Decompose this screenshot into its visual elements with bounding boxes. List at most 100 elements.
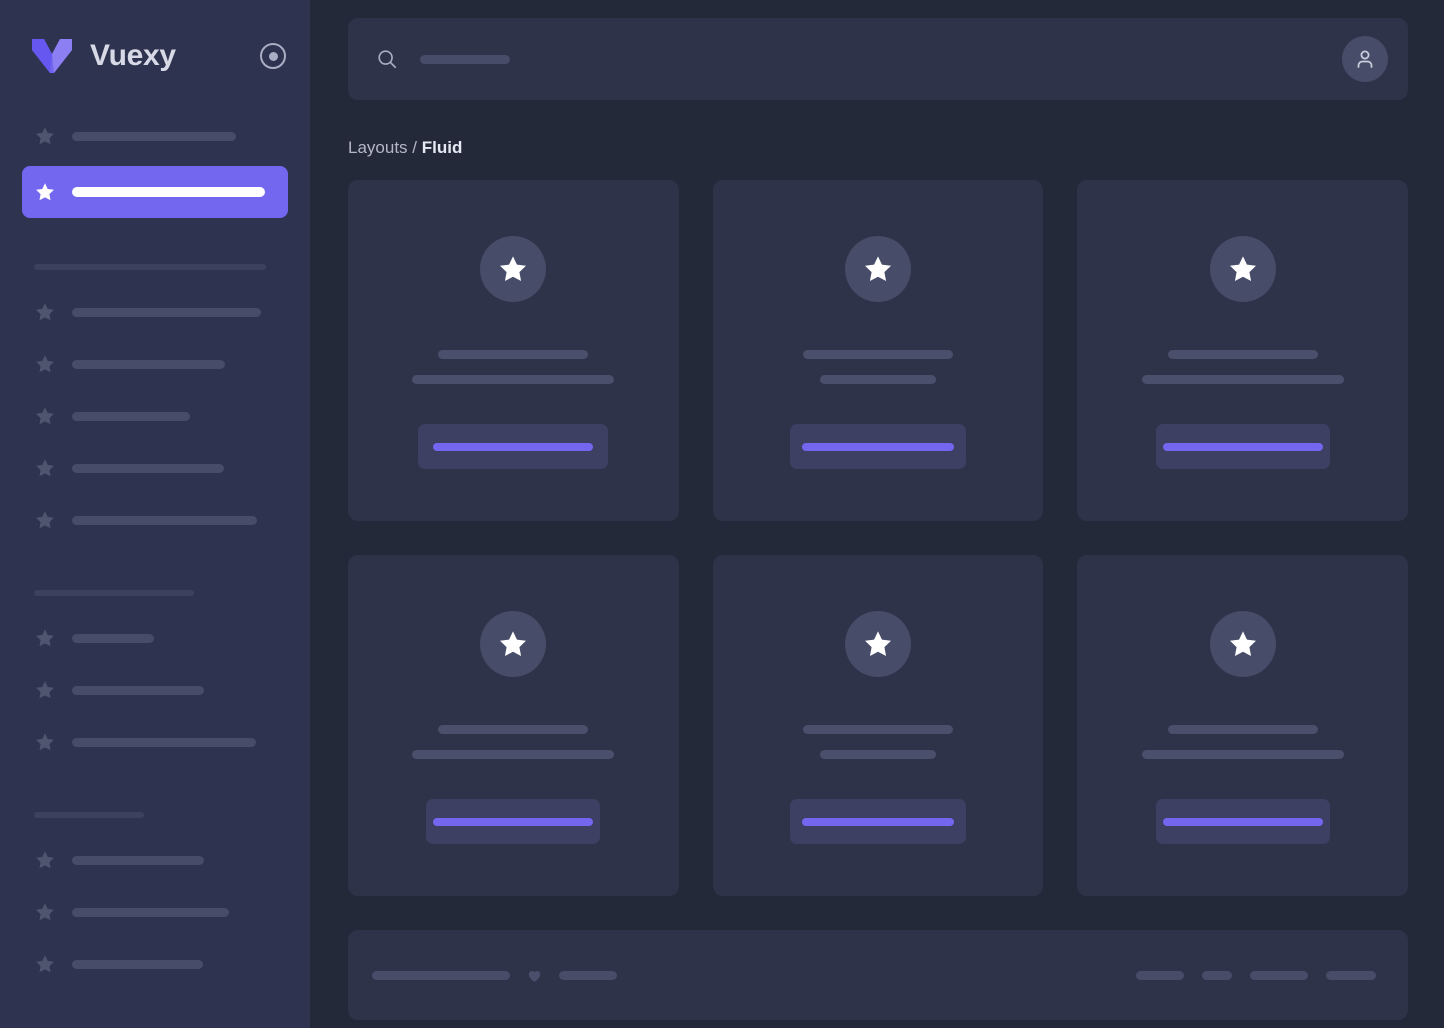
card-5[interactable]	[712, 555, 1044, 896]
card-avatar	[844, 236, 911, 302]
star-icon	[34, 509, 56, 531]
card-button-label-skeleton	[1162, 442, 1323, 451]
card-avatar	[1209, 236, 1276, 302]
card-action-button[interactable]	[789, 424, 966, 469]
sidebar-item-label-skeleton	[72, 515, 257, 525]
star-icon	[34, 405, 56, 427]
card-title-skeleton	[802, 350, 953, 359]
star-icon	[34, 181, 56, 203]
sidebar-item-3[interactable]	[22, 286, 288, 338]
card-title-skeleton	[438, 725, 589, 734]
star-icon	[34, 627, 56, 649]
sidebar-group-header-skeleton	[34, 590, 194, 596]
pin-dot	[268, 51, 278, 61]
card-6[interactable]	[1077, 555, 1408, 896]
card-subtitle-skeleton	[1141, 750, 1344, 759]
sidebar-item-11[interactable]	[22, 834, 288, 886]
circle-dot-pin-icon[interactable]	[260, 43, 286, 69]
star-icon	[34, 353, 56, 375]
star-icon	[34, 125, 56, 147]
brand-name: Vuexy	[90, 39, 176, 72]
card-button-label-skeleton	[1162, 817, 1323, 826]
star-icon	[862, 253, 894, 285]
card-avatar	[1209, 611, 1276, 677]
sidebar-item-label-skeleton	[72, 685, 204, 695]
sidebar-group-3	[0, 590, 310, 768]
breadcrumb-parent[interactable]: Layouts	[348, 138, 408, 157]
star-icon	[497, 628, 529, 660]
card-text-skeleton	[348, 350, 679, 384]
star-icon	[34, 849, 56, 871]
card-action-button[interactable]	[418, 424, 609, 469]
star-icon	[34, 901, 56, 923]
sidebar-group-header-skeleton	[34, 264, 266, 270]
footer-link-skeleton[interactable]	[1326, 970, 1376, 980]
sidebar-item-label-skeleton	[72, 463, 224, 473]
sidebar-item-8[interactable]	[22, 612, 288, 664]
footer-text-skeleton	[372, 970, 510, 980]
card-avatar	[480, 236, 547, 302]
search-input-skeleton[interactable]	[420, 54, 510, 64]
card-action-button[interactable]	[1155, 799, 1330, 844]
sidebar-item-4[interactable]	[22, 338, 288, 390]
footer-left	[372, 967, 617, 984]
star-icon	[1227, 253, 1259, 285]
search-bar[interactable]	[376, 48, 510, 70]
sidebar-item-5[interactable]	[22, 390, 288, 442]
card-avatar	[480, 611, 547, 677]
footer-link-skeleton[interactable]	[1202, 970, 1232, 980]
sidebar-item-label-skeleton	[72, 907, 229, 917]
sidebar-group-1	[0, 110, 310, 218]
sidebar-item-7[interactable]	[22, 494, 288, 546]
star-icon	[34, 301, 56, 323]
card-button-label-skeleton	[433, 817, 594, 826]
card-3[interactable]	[1077, 180, 1408, 521]
card-avatar	[844, 611, 911, 677]
card-subtitle-skeleton	[412, 375, 615, 384]
search-icon[interactable]	[376, 48, 398, 70]
sidebar-item-6[interactable]	[22, 442, 288, 494]
card-text-skeleton	[713, 350, 1044, 384]
sidebar: Vuexy	[0, 0, 310, 1028]
vuexy-v-logo-icon	[30, 36, 74, 76]
card-subtitle-skeleton	[819, 750, 936, 759]
sidebar-item-10[interactable]	[22, 716, 288, 768]
card-subtitle-skeleton	[1141, 375, 1344, 384]
card-action-button[interactable]	[1155, 424, 1330, 469]
sidebar-nav	[0, 110, 310, 990]
sidebar-item-2-active[interactable]	[22, 166, 288, 218]
card-4[interactable]	[348, 555, 679, 896]
user-avatar-icon[interactable]	[1342, 36, 1388, 82]
card-1[interactable]	[348, 180, 679, 521]
footer-text-skeleton-2	[559, 970, 617, 980]
breadcrumb-current: Fluid	[421, 138, 463, 157]
star-icon	[497, 253, 529, 285]
star-icon	[34, 679, 56, 701]
card-button-label-skeleton	[801, 442, 954, 451]
card-2[interactable]	[712, 180, 1044, 521]
main-content: Layouts / Fluid	[310, 0, 1444, 1028]
card-subtitle-skeleton	[819, 375, 936, 384]
sidebar-item-1[interactable]	[22, 110, 288, 162]
card-text-skeleton	[713, 725, 1044, 759]
sidebar-item-label-skeleton	[72, 959, 203, 969]
card-text-skeleton	[348, 725, 679, 759]
card-title-skeleton	[802, 725, 953, 734]
sidebar-item-9[interactable]	[22, 664, 288, 716]
footer-link-skeleton[interactable]	[1250, 970, 1308, 980]
card-text-skeleton	[1077, 725, 1408, 759]
sidebar-header: Vuexy	[0, 0, 310, 112]
footer-link-skeleton[interactable]	[1136, 970, 1184, 980]
star-icon	[1227, 628, 1259, 660]
breadcrumb-separator: /	[412, 138, 418, 157]
sidebar-item-label-skeleton	[72, 359, 225, 369]
sidebar-item-label-skeleton	[72, 633, 154, 643]
card-action-button[interactable]	[789, 799, 966, 844]
card-action-button[interactable]	[426, 799, 601, 844]
star-icon	[34, 457, 56, 479]
sidebar-item-12[interactable]	[22, 886, 288, 938]
sidebar-item-label-skeleton	[72, 855, 204, 865]
footer	[348, 930, 1408, 1020]
sidebar-item-label-skeleton	[72, 737, 256, 747]
sidebar-item-13[interactable]	[22, 938, 288, 990]
